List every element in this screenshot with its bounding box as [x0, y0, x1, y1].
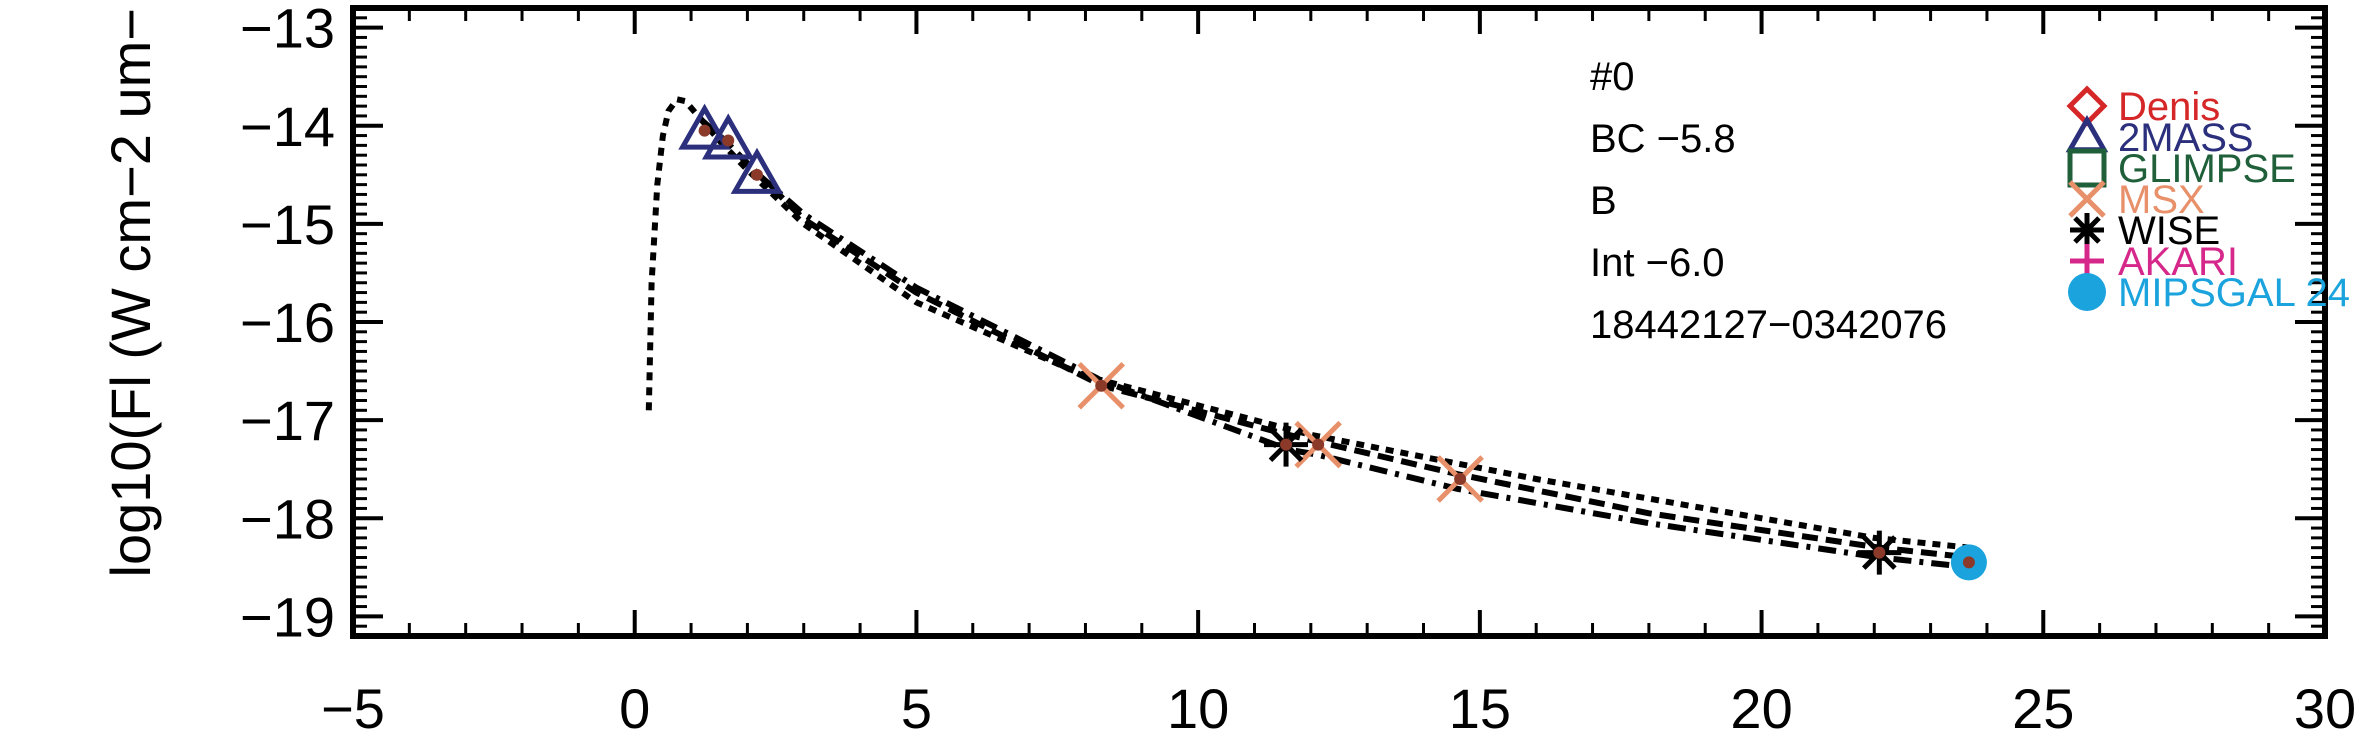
legend-label-wise: WISE	[2118, 209, 2220, 253]
model-dot	[1962, 556, 1975, 569]
legend-marker-glimpse	[2067, 148, 2107, 188]
annotation-line: #0	[1590, 55, 1635, 99]
plot-frame	[350, 5, 2328, 639]
model-dot	[698, 124, 711, 137]
y-axis-label: log10(Fl (W cm−2 um−	[99, 8, 162, 578]
model-dot	[1873, 546, 1886, 559]
y-tick-label: −17	[240, 389, 335, 452]
legend-marker-mipsgal-24	[2068, 273, 2106, 311]
y-ticks: −13 −14 −15 −16 −17 −18 −19	[240, 0, 2325, 648]
x-tick-label: 15	[1449, 677, 1511, 740]
x-tick-label: 20	[1730, 677, 1792, 740]
y-tick-label: −14	[240, 95, 335, 158]
model-dot	[1454, 473, 1467, 485]
y-tick-label: −15	[240, 193, 335, 256]
model-dot	[1280, 438, 1293, 451]
x-tick-label: 0	[619, 677, 650, 740]
model-dot	[1312, 438, 1325, 451]
x-ticks: −5 0 5 10 15 20 25 30	[321, 8, 2356, 740]
y-tick-label: −18	[240, 487, 335, 550]
model-dot	[722, 134, 735, 147]
2mass-point	[678, 103, 731, 150]
legend-marker-akari	[2070, 244, 2104, 278]
annotation-line: BC −5.8	[1590, 117, 1736, 161]
legend-label-msx: MSX	[2118, 178, 2205, 222]
legend-label-mipsgal-24: MIPSGAL 24	[2118, 271, 2350, 315]
model-dots	[698, 124, 1975, 569]
x-tick-label: 25	[2012, 677, 2074, 740]
annotation-line: 18442127−0342076	[1590, 303, 1947, 347]
2mass-point	[701, 113, 755, 160]
annotation-line: B	[1590, 179, 1617, 223]
model-dot	[1095, 379, 1108, 392]
x-tick-label: 10	[1167, 677, 1229, 740]
model-dot	[750, 168, 763, 181]
dashdot-model-curve	[756, 172, 1971, 571]
legend-marker-msx	[2068, 180, 2106, 218]
legend-marker-wise	[2070, 213, 2104, 247]
y-tick-label: −13	[240, 0, 335, 60]
x-tick-label: −5	[321, 677, 385, 740]
legend-label-akari: AKARI	[2118, 240, 2238, 284]
x-tick-label: 30	[2294, 677, 2356, 740]
legend-label-glimpse: GLIMPSE	[2118, 147, 2296, 191]
y-tick-label: −19	[240, 585, 335, 648]
dotted-model-curve	[645, 95, 1971, 551]
2mass-point	[730, 147, 784, 194]
legend-marker-2mass	[2065, 114, 2109, 153]
annotation-block: #0 BC −5.8 B Int −6.0 18442127−0342076	[1590, 55, 1947, 347]
y-tick-label: −16	[240, 291, 335, 354]
legend-label-denis: Denis	[2118, 85, 2220, 129]
legend-label-2mass: 2MASS	[2118, 116, 2254, 160]
x-tick-label: 5	[901, 677, 932, 740]
annotation-line: Int −6.0	[1590, 241, 1725, 285]
